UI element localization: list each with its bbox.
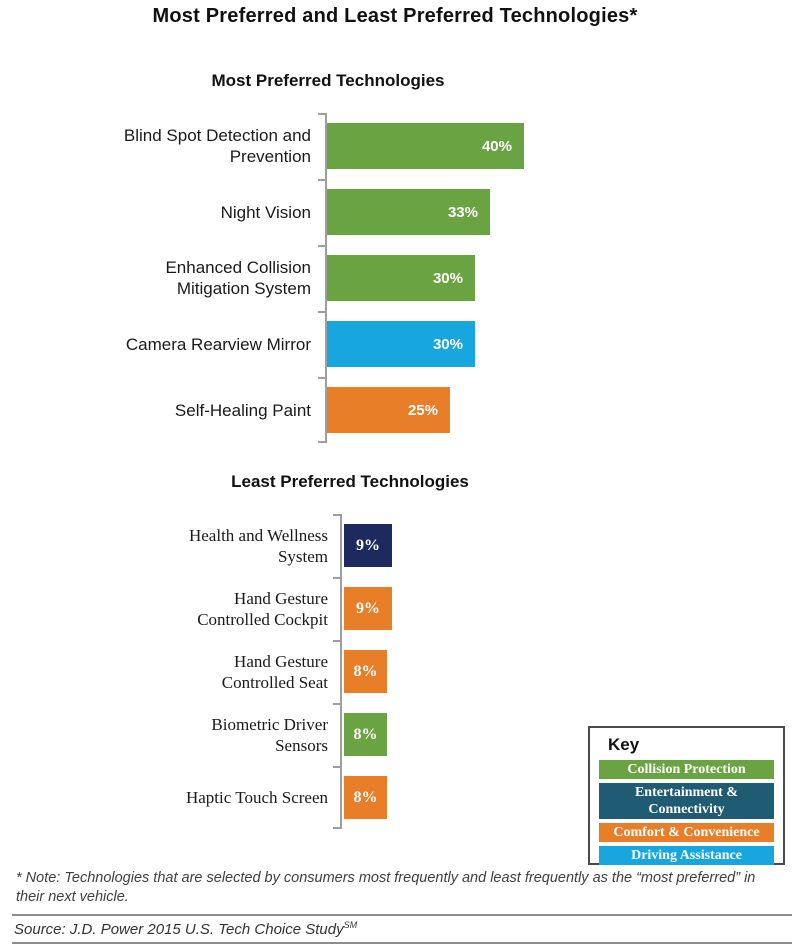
divider-line <box>12 914 792 916</box>
source-text: Source: J.D. Power 2015 U.S. Tech Choice… <box>14 921 344 938</box>
value-label: 9% <box>356 536 380 554</box>
bar: 8% <box>344 713 387 756</box>
bar: 40% <box>327 123 524 169</box>
value-label: 40% <box>481 137 512 155</box>
chart-row: Self-Healing Paint 25% <box>0 377 620 443</box>
category-label: Health and Wellness System <box>188 525 328 566</box>
axis-tick <box>318 245 325 247</box>
footnote: * Note: Technologies that are selected b… <box>16 870 756 905</box>
value-label: 9% <box>356 599 380 617</box>
legend-title: Key <box>608 735 640 754</box>
category-label: Self-Healing Paint <box>174 400 311 420</box>
category-label: Haptic Touch Screen <box>185 788 328 807</box>
value-label: 8% <box>353 788 378 806</box>
chart-heading-most-preferred: Most Preferred Technologies <box>211 71 445 90</box>
bar: 30% <box>327 255 475 301</box>
source-trademark: SM <box>343 920 358 930</box>
bar: 8% <box>344 650 387 693</box>
category-label: Biometric Driver Sensors <box>211 714 328 755</box>
bar-chart-most-preferred: Blind Spot Detection and Prevention 40% Ni… <box>0 113 620 443</box>
chart-row: Biometric Driver Sensors 8% <box>0 703 620 766</box>
value-label: 25% <box>407 401 438 419</box>
category-label: Camera Rearview Mirror <box>125 334 311 354</box>
chart-row: Enhanced Collision Mitigation System 30% <box>0 245 620 311</box>
axis-tick <box>318 377 325 379</box>
value-label: 8% <box>353 662 378 680</box>
bar: 9% <box>344 524 392 567</box>
category-label: Night Vision <box>220 202 311 222</box>
category-axis-least-preferred <box>333 514 342 829</box>
bar: 33% <box>327 189 490 235</box>
value-label: 8% <box>353 725 378 743</box>
bar-chart-least-preferred: Health and Wellness System 9% Hand Gesture… <box>0 514 620 829</box>
chart-row: Hand Gesture Controlled Seat 8% <box>0 640 620 703</box>
chart-row: Hand Gesture Controlled Cockpit 9% <box>0 577 620 640</box>
value-label: 30% <box>432 269 463 287</box>
value-label: 33% <box>447 203 478 221</box>
chart-row: Haptic Touch Screen 8% <box>0 766 620 829</box>
legend-items: Collision Protection Entertainment & Conn… <box>590 760 783 865</box>
source-line: Source: J.D. Power 2015 U.S. Tech Choice… <box>14 920 357 938</box>
chart-row: Blind Spot Detection and Prevention 40% <box>0 113 620 179</box>
legend-swatch: Collision Protection <box>599 760 774 779</box>
chart-heading-least-preferred: Least Preferred Technologies <box>231 472 469 491</box>
bar: 9% <box>344 587 392 630</box>
legend-box: Key Collision Protection Entertainment & … <box>588 726 785 865</box>
axis-tick <box>318 113 325 115</box>
value-label: 30% <box>432 335 463 353</box>
axis-tick <box>318 311 325 313</box>
category-label: Hand Gesture Controlled Cockpit <box>197 588 328 629</box>
axis-tick <box>333 577 340 579</box>
bar: 8% <box>344 776 387 819</box>
legend-swatch: Entertainment & Connectivity <box>599 783 774 819</box>
page-title: Most Preferred and Least Preferred Techn… <box>152 5 638 27</box>
category-axis-most-preferred <box>318 113 327 443</box>
axis-tick <box>318 441 325 443</box>
bar: 30% <box>327 321 475 367</box>
axis-tick <box>333 766 340 768</box>
axis-tick <box>333 514 340 516</box>
axis-tick <box>318 179 325 181</box>
category-label: Blind Spot Detection and Prevention <box>123 126 311 166</box>
divider-line <box>12 942 792 944</box>
category-label: Enhanced Collision Mitigation System <box>165 258 311 298</box>
chart-row: Health and Wellness System 9% <box>0 514 620 577</box>
bar: 25% <box>327 387 450 433</box>
legend-swatch: Comfort & Convenience <box>599 823 774 842</box>
axis-tick <box>333 827 340 829</box>
category-label: Hand Gesture Controlled Seat <box>221 651 328 692</box>
axis-tick <box>333 703 340 705</box>
chart-row: Night Vision 33% <box>0 179 620 245</box>
chart-row: Camera Rearview Mirror 30% <box>0 311 620 377</box>
legend-swatch: Driving Assistance <box>599 846 774 865</box>
axis-tick <box>333 640 340 642</box>
